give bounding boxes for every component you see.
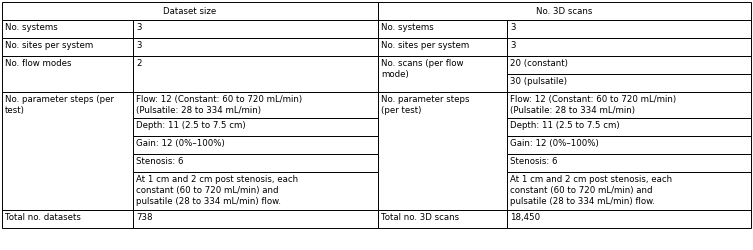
- Text: No. systems: No. systems: [381, 23, 434, 32]
- Bar: [507, 136, 751, 154]
- Text: 30 (pulsatile): 30 (pulsatile): [510, 77, 567, 86]
- Text: Total no. 3D scans: Total no. 3D scans: [381, 213, 459, 222]
- Text: At 1 cm and 2 cm post stenosis, each
constant (60 to 720 mL/min) and
pulsatile (: At 1 cm and 2 cm post stenosis, each con…: [510, 175, 672, 206]
- Bar: [133, 210, 378, 228]
- Bar: [507, 172, 751, 210]
- Bar: [507, 92, 751, 118]
- Text: Gain: 12 (0%–100%): Gain: 12 (0%–100%): [510, 139, 599, 148]
- Bar: [133, 172, 378, 210]
- Text: No. scans (per flow
mode): No. scans (per flow mode): [381, 59, 464, 79]
- Bar: [133, 56, 378, 92]
- Bar: [133, 154, 378, 172]
- Text: No. sites per system: No. sites per system: [5, 41, 93, 50]
- Bar: [133, 136, 378, 154]
- Text: No. parameter steps (per
test): No. parameter steps (per test): [5, 95, 114, 115]
- Text: Stenosis: 6: Stenosis: 6: [510, 157, 557, 166]
- Text: 3: 3: [510, 41, 516, 50]
- Text: 3: 3: [136, 23, 142, 32]
- Text: Total no. datasets: Total no. datasets: [5, 213, 81, 222]
- Text: 20 (constant): 20 (constant): [510, 59, 568, 68]
- Text: No. systems: No. systems: [5, 23, 58, 32]
- Bar: [2, 56, 133, 92]
- Text: Depth: 11 (2.5 to 7.5 cm): Depth: 11 (2.5 to 7.5 cm): [510, 121, 620, 130]
- Bar: [507, 38, 751, 56]
- Bar: [133, 92, 378, 118]
- Text: 3: 3: [510, 23, 516, 32]
- Bar: [507, 118, 751, 136]
- Text: Flow: 12 (Constant: 60 to 720 mL/min)
(Pulsatile: 28 to 334 mL/min): Flow: 12 (Constant: 60 to 720 mL/min) (P…: [510, 95, 676, 115]
- Text: Stenosis: 6: Stenosis: 6: [136, 157, 184, 166]
- Text: 738: 738: [136, 213, 153, 222]
- Text: 3: 3: [136, 41, 142, 50]
- Bar: [2, 20, 133, 38]
- Bar: [133, 38, 378, 56]
- Text: 18,450: 18,450: [510, 213, 540, 222]
- Text: No. flow modes: No. flow modes: [5, 59, 72, 68]
- Bar: [507, 20, 751, 38]
- Text: At 1 cm and 2 cm post stenosis, each
constant (60 to 720 mL/min) and
pulsatile (: At 1 cm and 2 cm post stenosis, each con…: [136, 175, 298, 206]
- Text: 2: 2: [136, 59, 142, 68]
- Bar: [507, 210, 751, 228]
- Text: No. parameter steps
(per test): No. parameter steps (per test): [381, 95, 470, 115]
- Bar: [2, 38, 133, 56]
- Text: Gain: 12 (0%–100%): Gain: 12 (0%–100%): [136, 139, 224, 148]
- Bar: [378, 210, 507, 228]
- Bar: [2, 2, 378, 20]
- Bar: [507, 56, 751, 74]
- Text: Flow: 12 (Constant: 60 to 720 mL/min)
(Pulsatile: 28 to 334 mL/min): Flow: 12 (Constant: 60 to 720 mL/min) (P…: [136, 95, 302, 115]
- Bar: [378, 38, 507, 56]
- Bar: [378, 92, 507, 210]
- Text: No. sites per system: No. sites per system: [381, 41, 469, 50]
- Bar: [378, 56, 507, 92]
- Text: Dataset size: Dataset size: [163, 6, 217, 16]
- Bar: [2, 210, 133, 228]
- Text: No. 3D scans: No. 3D scans: [536, 6, 593, 16]
- Text: Depth: 11 (2.5 to 7.5 cm): Depth: 11 (2.5 to 7.5 cm): [136, 121, 245, 130]
- Bar: [2, 92, 133, 210]
- Bar: [507, 74, 751, 92]
- Bar: [133, 20, 378, 38]
- Bar: [378, 2, 751, 20]
- Bar: [507, 154, 751, 172]
- Bar: [378, 20, 507, 38]
- Bar: [133, 118, 378, 136]
